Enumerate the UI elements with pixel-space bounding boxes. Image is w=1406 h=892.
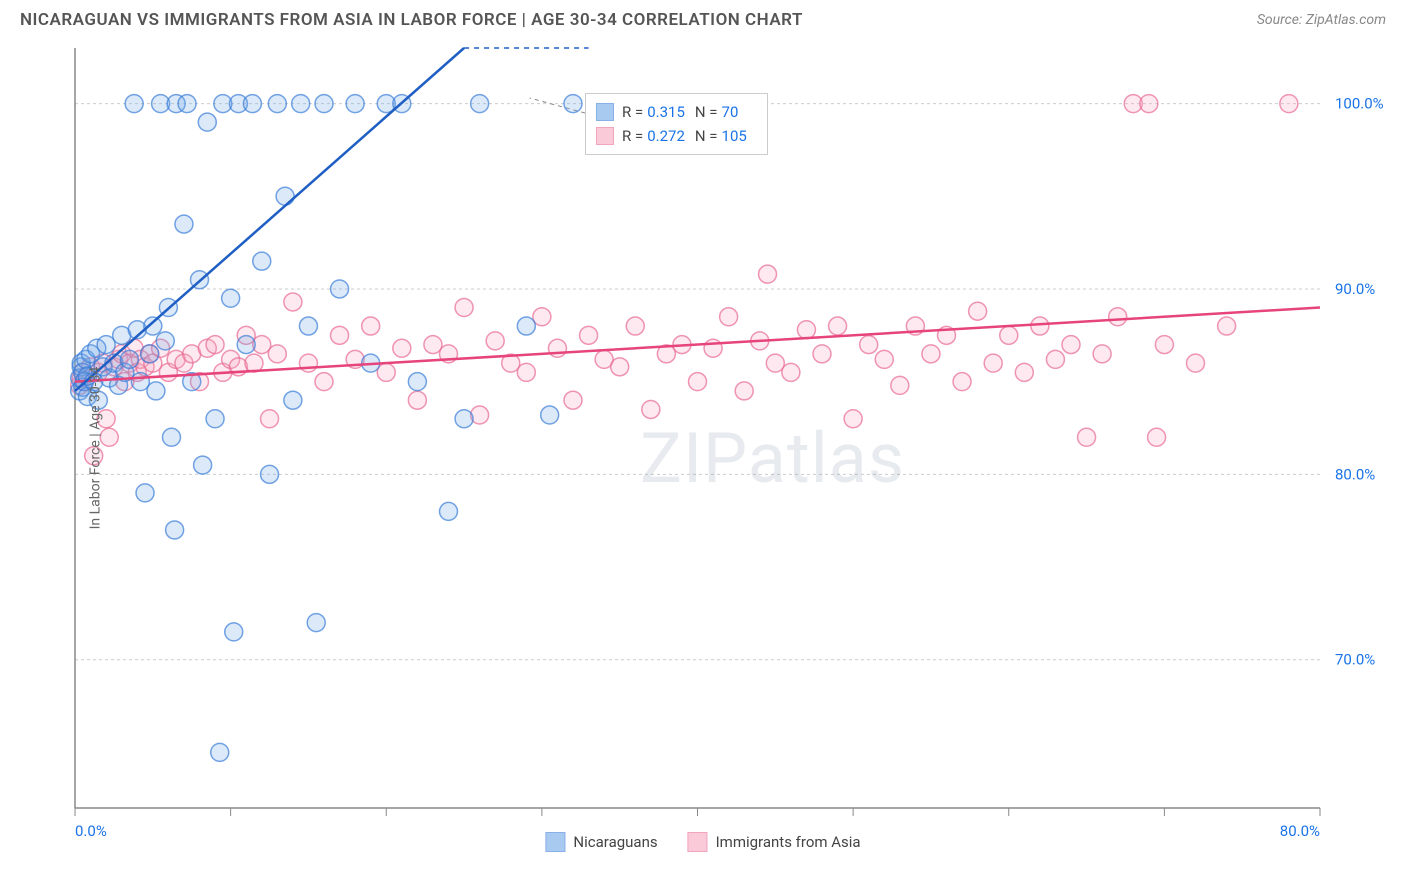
svg-text:80.0%: 80.0% — [1335, 465, 1375, 483]
swatch-icon — [545, 832, 565, 852]
chart-title: NICARAGUAN VS IMMIGRANTS FROM ASIA IN LA… — [20, 10, 803, 30]
svg-text:0.0%: 0.0% — [75, 822, 107, 840]
stats-row-pink: R =0.272N =105 — [596, 124, 757, 148]
stats-row-blue: R =0.315N =70 — [596, 100, 757, 124]
legend-item-pink: Immigrants from Asia — [688, 832, 861, 852]
svg-text:100.0%: 100.0% — [1335, 95, 1384, 113]
source-attribution: Source: ZipAtlas.com — [1257, 12, 1386, 28]
legend-item-blue: Nicaraguans — [545, 832, 657, 852]
svg-text:90.0%: 90.0% — [1335, 280, 1375, 298]
legend-label: Immigrants from Asia — [716, 833, 861, 851]
y-axis-label: In Labor Force | Age 30-34 — [87, 367, 103, 530]
svg-text:80.0%: 80.0% — [1280, 822, 1320, 840]
legend: Nicaraguans Immigrants from Asia — [545, 832, 860, 852]
swatch-icon — [596, 127, 614, 145]
stats-box: R =0.315N =70R =0.272N =105 — [585, 93, 768, 155]
legend-label: Nicaraguans — [573, 833, 657, 851]
scatter-chart: 70.0% 80.0% 90.0% 100.0% 0.0% 80.0% — [20, 38, 1386, 858]
chart-container: In Labor Force | Age 30-34 70.0% 80.0% 90.… — [20, 38, 1386, 858]
swatch-icon — [688, 832, 708, 852]
svg-text:70.0%: 70.0% — [1335, 651, 1375, 669]
swatch-icon — [596, 103, 614, 121]
